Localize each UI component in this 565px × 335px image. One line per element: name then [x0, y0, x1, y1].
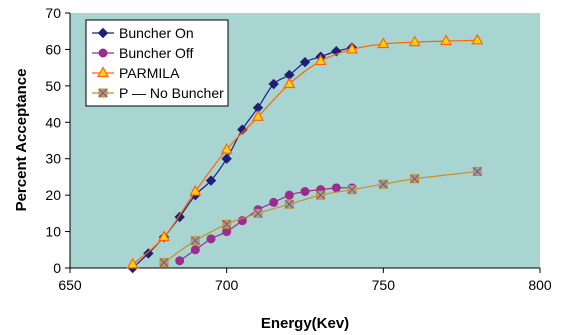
- y-tick-label: 10: [45, 224, 61, 240]
- x-tick-label: 700: [215, 277, 239, 293]
- series-2: [126, 33, 484, 269]
- series-0-point: [237, 124, 248, 135]
- series-2-point: [377, 37, 390, 49]
- series-0-point: [143, 248, 154, 259]
- legend-item: Buncher Off: [92, 45, 194, 61]
- series-2-point: [251, 110, 265, 121]
- legend-label: Buncher On: [119, 25, 194, 41]
- series-0-point: [221, 153, 232, 164]
- series-2-point: [345, 42, 359, 54]
- legend-item: Buncher On: [92, 25, 194, 41]
- series-2-point: [189, 184, 202, 196]
- legend: Buncher On Buncher Off PARMILA P — No Bunch…: [85, 19, 229, 107]
- series-3-point-cross: [347, 185, 357, 195]
- series-3-point: [159, 258, 169, 268]
- series-3-point-cross: [316, 190, 326, 200]
- series-1-point: [284, 190, 294, 200]
- series-3-line: [163, 170, 478, 264]
- legend-box: [85, 19, 229, 107]
- axes: 0 10 20 30 40 50 60 70 650 700 750 800: [45, 5, 551, 293]
- y-tick-label: 20: [45, 187, 61, 203]
- legend-marker: [98, 88, 108, 98]
- series-1-point: [190, 245, 200, 255]
- series-3-point: [378, 179, 388, 189]
- series-1-point: [331, 183, 341, 193]
- series-2-point: [408, 35, 421, 47]
- y-tick-label: 50: [45, 78, 61, 94]
- series-3-point-cross: [222, 219, 232, 229]
- series-3-point: [347, 185, 357, 195]
- legend-marker: [98, 48, 108, 58]
- y-tick-label: 0: [53, 260, 61, 276]
- x-tick-label: 800: [528, 277, 552, 293]
- series-3-point-cross: [472, 167, 482, 176]
- series-0-point: [268, 78, 279, 90]
- legend-marker: [96, 66, 110, 78]
- y-axis-label: Percent Acceptance: [13, 69, 30, 212]
- series-2-point: [126, 257, 139, 269]
- series-3-point: [284, 199, 294, 209]
- series-3-point-cross: [190, 236, 200, 246]
- legend-marker-cross: [98, 88, 108, 98]
- series-layer: [126, 33, 484, 274]
- series-2-point: [471, 33, 484, 45]
- x-tick-label: 750: [372, 277, 396, 293]
- series-3-point: [316, 190, 326, 200]
- series-2-point: [220, 142, 233, 154]
- series-3-point: [190, 236, 200, 246]
- series-0-point: [205, 175, 217, 186]
- legend-item: P — No Buncher: [92, 85, 224, 101]
- series-1-point: [175, 256, 185, 266]
- series-3-point: [253, 208, 263, 218]
- legend-label: P — No Buncher: [119, 85, 224, 101]
- legend-item: PARMILA: [92, 65, 180, 81]
- series-3-point-cross: [410, 174, 420, 184]
- series-2-point: [439, 34, 453, 46]
- series-2-point: [157, 230, 171, 242]
- series-3: [159, 166, 482, 268]
- y-tick-label: 30: [45, 151, 61, 167]
- series-3-point-cross: [253, 209, 263, 218]
- series-3-point: [222, 219, 232, 229]
- legend-marker: [97, 27, 109, 39]
- x-axis-label: Energy(Kev): [261, 315, 349, 332]
- series-1-point: [269, 197, 279, 207]
- y-tick-label: 60: [45, 41, 61, 57]
- legend-label: PARMILA: [119, 65, 180, 81]
- y-tick-label: 70: [45, 5, 61, 21]
- series-0-point: [299, 56, 311, 68]
- y-tick-label: 40: [45, 114, 61, 130]
- series-2-point: [283, 77, 296, 89]
- series-3-point-cross: [378, 179, 388, 189]
- series-1-point: [300, 187, 310, 196]
- series-3-point: [410, 174, 420, 184]
- series-3-point-cross: [159, 258, 169, 267]
- series-2-point: [314, 54, 327, 66]
- series-3-point-cross: [284, 199, 294, 209]
- x-tick-label: 650: [58, 277, 82, 293]
- legend-label: Buncher Off: [119, 45, 194, 61]
- series-3-point: [472, 166, 482, 176]
- series-1-point: [206, 234, 216, 244]
